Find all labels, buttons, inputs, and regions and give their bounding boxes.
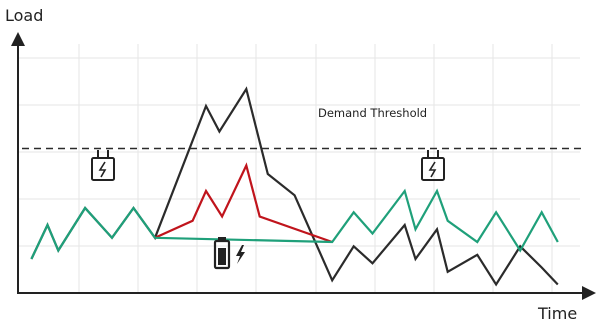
- battery-charging-icon: [213, 237, 245, 270]
- y-axis-arrow: [11, 32, 25, 46]
- threshold-label: Demand Threshold: [318, 106, 427, 120]
- x-axis-label: Time: [537, 304, 577, 323]
- charging-station-icon: [421, 150, 445, 181]
- series-line-grid-without-battery: [30, 86, 559, 287]
- charging-station-icon: [91, 150, 115, 181]
- chart-grid: [19, 44, 580, 292]
- y-axis-label: Load: [5, 6, 43, 25]
- series-line-battery-charging: [30, 188, 559, 260]
- x-axis-arrow: [582, 286, 596, 300]
- series-line-grid-with-battery: [154, 162, 333, 244]
- series-group: [30, 86, 559, 287]
